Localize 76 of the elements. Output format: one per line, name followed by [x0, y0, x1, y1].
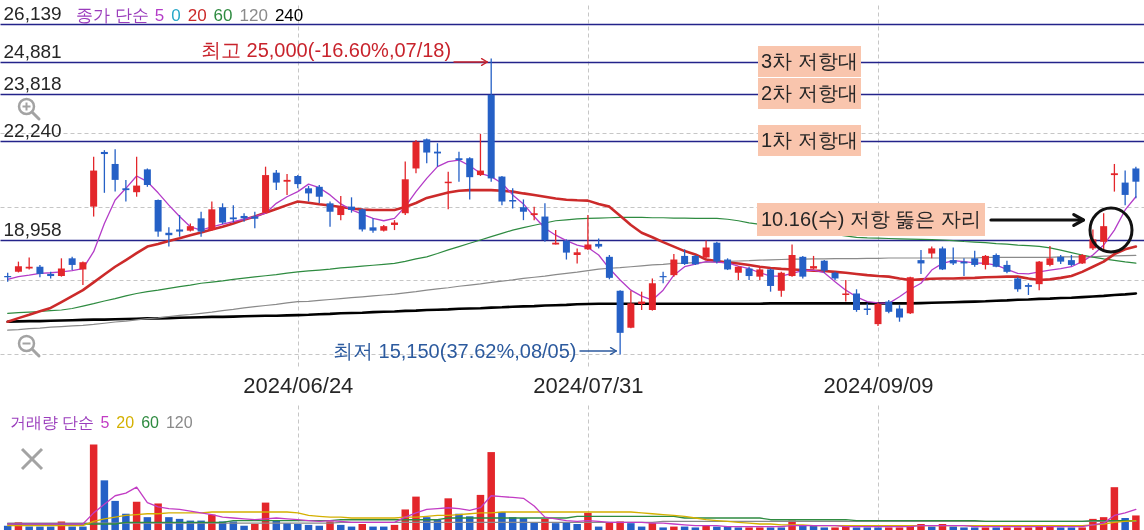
bar: [960, 527, 968, 530]
legend-title: 거래량 단순: [10, 414, 95, 431]
bar: [659, 527, 667, 530]
y-tick-label: 26,139: [3, 2, 62, 24]
x-tick-label: 2024/09/09: [823, 372, 934, 398]
bar: [79, 526, 87, 530]
bar: [745, 527, 753, 530]
text: 240: [274, 6, 304, 25]
bar: [874, 527, 882, 530]
bar: [358, 524, 367, 530]
bar: [777, 527, 786, 530]
bar: [294, 524, 302, 530]
bar: [25, 526, 33, 530]
bar: [304, 524, 313, 530]
bar: [734, 527, 743, 530]
y-tick-label: 22,240: [3, 119, 62, 141]
text: 120: [239, 6, 268, 25]
bar: [670, 526, 678, 530]
bar: [1056, 527, 1065, 530]
text: 60: [213, 6, 233, 25]
bar: [390, 524, 399, 530]
bar: [551, 523, 560, 530]
bar: [240, 525, 248, 530]
annotation: 최고 25,000(-16.60%,07/18): [201, 38, 452, 62]
legend-label: 0: [171, 6, 181, 25]
bar: [1013, 527, 1022, 530]
bar: [1132, 515, 1140, 530]
bar: [766, 527, 775, 530]
annotation: 10.16(수) 저항 뚫은 자리: [757, 203, 986, 236]
bar: [992, 527, 1000, 530]
bar: [337, 524, 345, 530]
bar: [68, 526, 76, 530]
bar: [111, 500, 119, 530]
bar: [1078, 527, 1086, 530]
annotation: 최저 15,150(37.62%,08/05): [333, 339, 577, 363]
bar: [949, 526, 957, 530]
y-tick-label: 23,818: [3, 72, 62, 94]
annotation: 2차 저항대: [758, 77, 861, 109]
bar: [1003, 527, 1011, 530]
text: 5: [100, 414, 110, 431]
bar: [885, 527, 893, 530]
bar: [831, 527, 839, 530]
bar: [895, 527, 904, 530]
bar: [36, 526, 44, 530]
bar: [1024, 527, 1033, 530]
bar: [251, 524, 259, 530]
bar: [627, 523, 635, 530]
text: 120: [165, 414, 193, 431]
bar: [820, 527, 829, 530]
bar: [863, 527, 872, 530]
bar: [970, 527, 979, 530]
legend-title: 종가 단순: [76, 6, 149, 25]
bar: [981, 527, 990, 530]
x-tick-label: 2024/07/31: [533, 372, 644, 398]
bar: [756, 527, 764, 530]
bar: [573, 524, 581, 530]
bar: [852, 527, 861, 530]
text: 20: [116, 414, 135, 431]
y-tick-label: 24,881: [3, 40, 62, 62]
bar: [691, 527, 700, 530]
text: 5: [154, 6, 165, 25]
text: 60: [141, 414, 159, 431]
bar: [1067, 527, 1076, 530]
x-tick-label: 2024/06/24: [243, 372, 354, 398]
bar: [842, 526, 850, 530]
text: 20: [187, 6, 207, 25]
bar: [713, 526, 721, 530]
annotation: 1차 저항대: [758, 124, 861, 156]
bar: [702, 525, 710, 530]
bar: [369, 526, 377, 530]
annotation: 3차 저항대: [758, 45, 861, 77]
y-tick-label: 18,958: [3, 218, 62, 240]
bar: [487, 452, 495, 530]
bar: [541, 518, 549, 530]
bar: [380, 526, 388, 530]
bar: [799, 525, 807, 530]
